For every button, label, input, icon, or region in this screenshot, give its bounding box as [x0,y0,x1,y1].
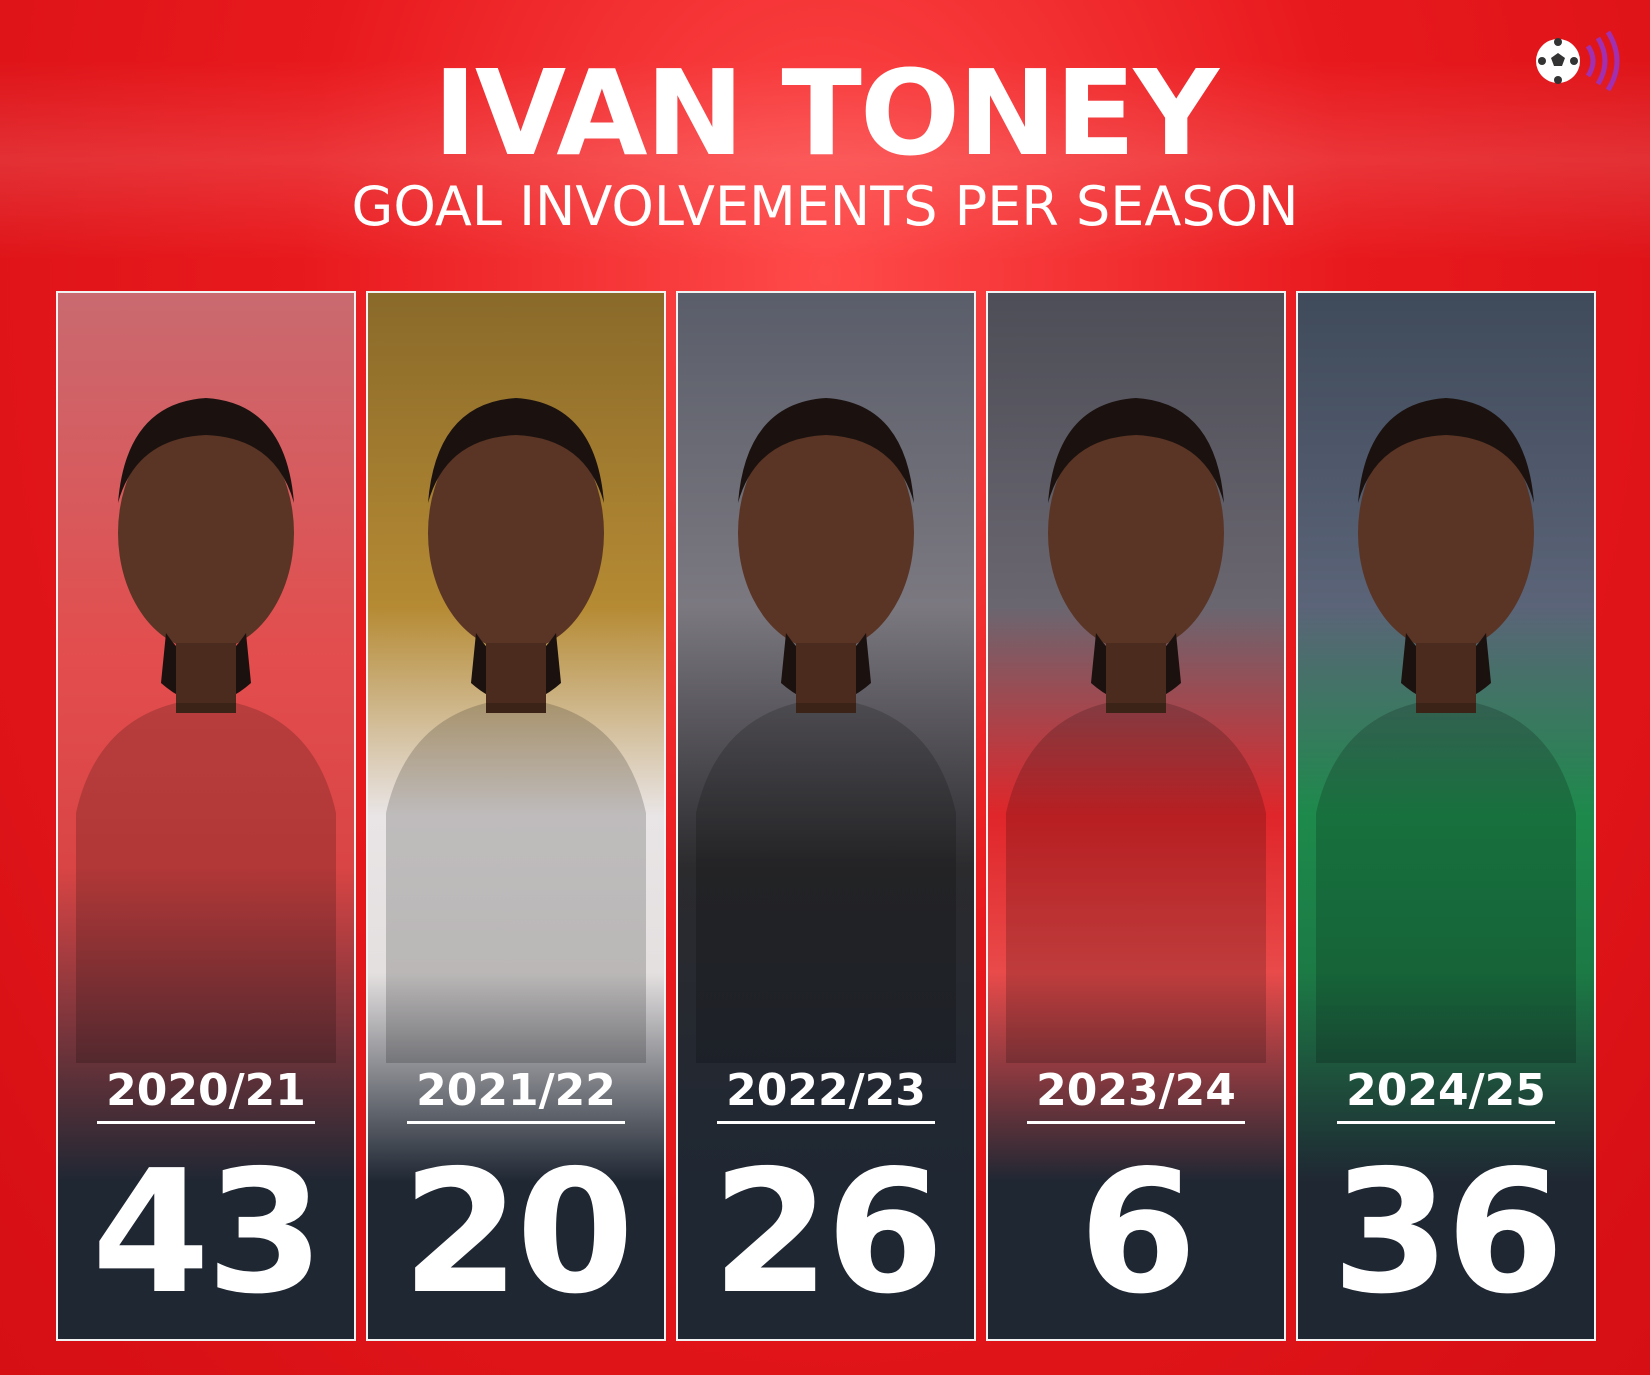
player-photo [76,398,336,1063]
player-photo [696,398,956,1063]
title: IVAN TONEY [433,44,1219,182]
season-panel: 2021/22 20 [366,291,666,1341]
season-panel: 2022/23 26 [676,291,976,1341]
underline [1337,1121,1555,1124]
panels: 2020/21 43 2021/22 20 2022/23 26 2023/24 6 2024/… [56,291,1596,1341]
player-photo [1316,398,1576,1063]
goal-involvements: 43 [91,1134,325,1332]
underline [1027,1121,1245,1124]
season-label: 2024/25 [1346,1065,1546,1116]
subtitle: GOAL INVOLVEMENTS PER SEASON [351,175,1299,238]
underline [407,1121,625,1124]
logo [1536,30,1620,92]
season-label: 2023/24 [1036,1065,1236,1116]
player-photo [1006,398,1266,1063]
player-photo [386,398,646,1063]
season-panel: 2024/25 36 [1296,291,1596,1341]
goal-involvements: 20 [401,1134,635,1332]
underline [97,1121,315,1124]
season-label: 2020/21 [106,1065,306,1116]
underline [717,1121,935,1124]
season-panel: 2023/24 6 [986,291,1286,1341]
goal-involvements: 26 [711,1134,945,1332]
season-panel: 2020/21 43 [56,291,356,1341]
season-label: 2022/23 [726,1065,926,1116]
goal-involvements: 6 [1078,1134,1197,1332]
goal-involvements: 36 [1331,1134,1565,1332]
season-label: 2021/22 [416,1065,616,1116]
